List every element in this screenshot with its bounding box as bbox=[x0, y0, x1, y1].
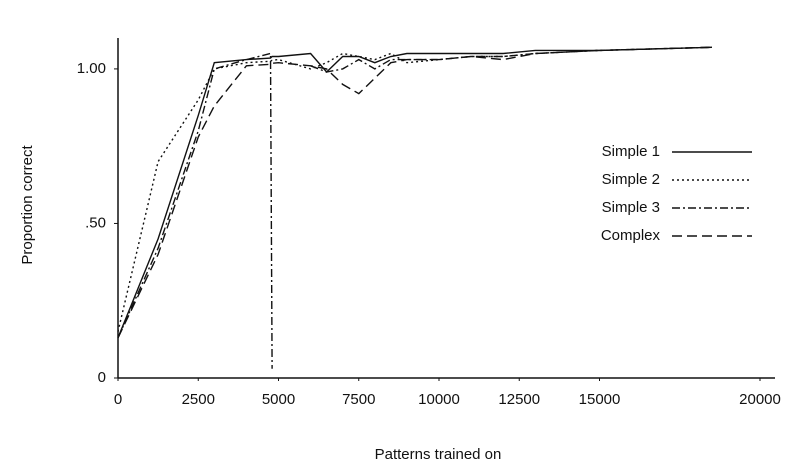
x-tick-label: 15000 bbox=[579, 391, 621, 408]
x-tick-label: 7500 bbox=[342, 391, 375, 408]
x-axis-label: Patterns trained on bbox=[375, 446, 502, 463]
x-tick-label: 10000 bbox=[418, 391, 460, 408]
series-line bbox=[117, 46, 712, 339]
series-line bbox=[117, 46, 712, 339]
y-axis-label: Proportion correct bbox=[19, 145, 36, 265]
legend-label: Simple 3 bbox=[602, 199, 660, 216]
legend-label: Simple 1 bbox=[602, 143, 660, 160]
x-tick-label: 20000 bbox=[739, 391, 781, 408]
x-tick-label: 0 bbox=[114, 391, 122, 408]
x-tick-label: 12500 bbox=[498, 391, 540, 408]
legend-label: Complex bbox=[601, 227, 661, 244]
y-tick-label: 1.00 bbox=[77, 60, 106, 77]
series-line bbox=[117, 46, 712, 332]
x-tick-label: 5000 bbox=[262, 391, 295, 408]
series-line bbox=[117, 46, 712, 369]
x-tick-label: 2500 bbox=[182, 391, 215, 408]
y-tick-label: .50 bbox=[85, 214, 106, 231]
y-tick-label: 0 bbox=[98, 369, 106, 386]
legend-label: Simple 2 bbox=[602, 171, 660, 188]
